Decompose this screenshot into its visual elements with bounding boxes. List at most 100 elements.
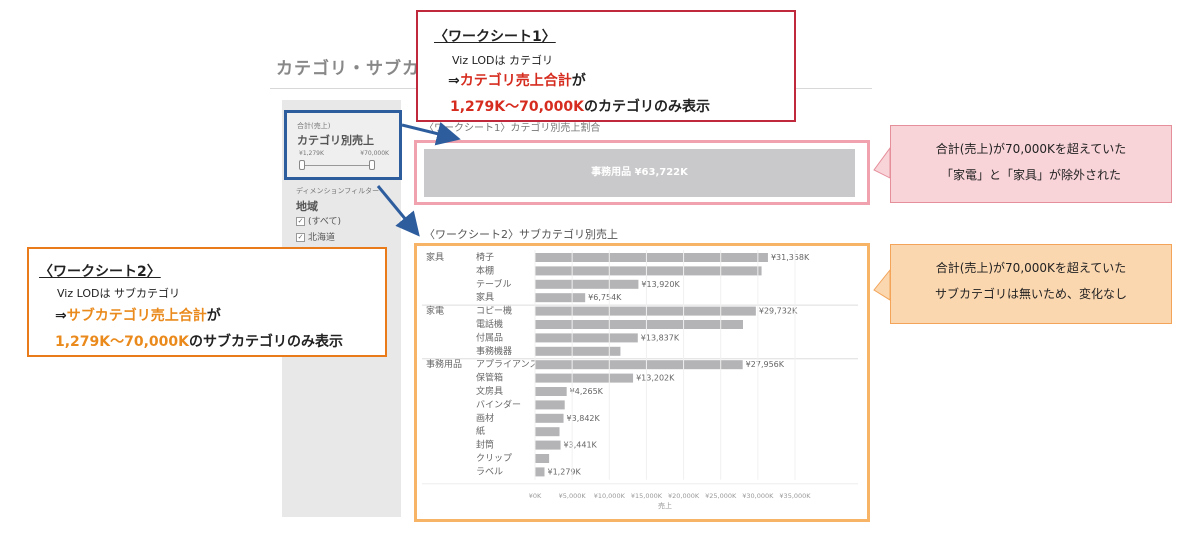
subcategory-label: 文房具 [476,385,503,397]
subcategory-label: 家具 [476,291,494,303]
note1-line2: 「家電」と「家具」が除外された [940,168,1121,182]
range-max-value: ¥70,000K [360,150,389,157]
filter-option-label: (すべて) [308,217,342,227]
worksheet2-callout: 〈ワークシート2〉 Viz LODは サブカテゴリ ⇒サブカテゴリ売上合計が 1… [27,247,387,357]
callout1-particle: が [571,73,586,89]
worksheet1-title: 〈ワークシート1〉カテゴリ別売上割合 [424,123,601,134]
bar[interactable] [535,333,638,343]
subcategory-label: クリップ [476,453,512,464]
callout1-heading: 〈ワークシート1〉 [434,29,556,45]
callout2-particle: が [206,308,221,324]
data-label: ¥29,732K [759,307,798,316]
data-label: ¥27,956K [746,360,785,369]
callout2-range-suffix: のサブカテゴリのみ表示 [189,334,344,350]
bar[interactable] [535,373,634,383]
subcategory-label: テーブル [476,278,511,290]
callout1-range-value: 1,279K～70,000K [450,99,585,115]
data-label: ¥3,441K [564,441,598,450]
bar[interactable] [535,306,756,316]
tick-label: ¥5,000K [559,492,587,500]
tick-label: ¥10,000K [594,492,626,500]
subcategory-label: 封筒 [476,439,494,451]
tick-label: ¥15,000K [631,492,663,500]
bar[interactable] [535,360,743,370]
checkbox-checked-icon[interactable]: ✓ [296,217,305,226]
callout2-range-value: 1,279K～70,000K [55,334,190,350]
arrow-to-worksheet2 [376,185,420,237]
measure-filter-field: 合計(売上) [297,122,331,130]
data-label: ¥3,842K [567,414,601,423]
subcategory-label: 電話機 [476,318,503,330]
bar[interactable] [535,320,743,329]
bar[interactable] [535,427,560,437]
range-slider-min-handle[interactable] [299,160,305,170]
arrow-icon: ⇒ [448,73,460,89]
dimension-filter-title: 地域 [296,200,318,213]
dimension-filter-label: ディメンションフィルター [296,187,380,195]
note-categories-excluded: 合計(売上)が70,000Kを超えていた 「家電」と「家具」が除外された [890,125,1172,203]
subcategory-label: ラベル [476,466,503,477]
bar[interactable] [535,387,567,396]
filter-option-label: 北海道 [308,233,336,243]
subcategory-label: 画材 [476,412,494,424]
checkbox-checked-icon[interactable]: ✓ [296,233,305,242]
range-slider-track[interactable] [301,165,373,166]
note2-line1: 合計(売上)が70,000Kを超えていた [935,261,1127,275]
subcategory-label: バインダー [476,398,521,410]
callout1-range-suffix: のカテゴリのみ表示 [584,99,711,115]
bar[interactable] [535,440,561,450]
range-min-value: ¥1,279K [299,150,324,157]
callout1-range: 1,279K～70,000Kのカテゴリのみ表示 [450,96,710,116]
note1-pointer [873,146,891,179]
callout2-range: 1,279K～70,000Kのサブカテゴリのみ表示 [55,331,343,351]
callout1-measure: カテゴリ売上合計 [459,73,572,89]
worksheet2-title: 〈ワークシート2〉サブカテゴリ別売上 [424,228,618,241]
data-label: ¥13,920K [641,280,680,289]
data-label: ¥13,837K [641,333,680,342]
bar[interactable] [535,346,621,356]
measure-filter-title: カテゴリ別売上 [297,134,374,147]
bar[interactable] [535,266,762,276]
callout1-viz-lod: Viz LODは カテゴリ [452,54,553,67]
category-label: 家電 [426,305,444,317]
filter-option-all[interactable]: ✓ (すべて) [296,214,341,227]
subcategory-label: 紙 [476,425,485,437]
subcategory-label: アプライアンス [476,359,538,370]
subcategory-label: コピー機 [476,305,512,317]
x-axis-label: 売上 [658,501,672,510]
callout2-viz-lod: Viz LODは サブカテゴリ [57,287,180,300]
tick-label: ¥0K [529,492,542,500]
worksheet2-highlight-frame [414,243,870,522]
subcategory-label: 付属品 [476,332,503,343]
bar[interactable] [535,279,639,289]
subcategory-label: 事務機器 [476,345,512,357]
subcategory-label: 本棚 [476,264,494,276]
data-label: ¥4,265K [570,387,604,396]
tick-label: ¥20,000K [668,492,700,500]
bar[interactable] [535,253,768,262]
bar[interactable] [535,413,564,423]
dashboard-title: カテゴリ・サブカ [276,59,420,79]
note2-line2: サブカテゴリは無いため、変化なし [934,287,1127,301]
subcategory-label: 椅子 [476,251,494,263]
measure-filter-card[interactable]: 合計(売上) カテゴリ別売上 ¥1,279K ¥70,000K [284,110,402,180]
callout2-condition: ⇒サブカテゴリ売上合計が [55,305,221,325]
note-no-change: 合計(売上)が70,000Kを超えていた サブカテゴリは無いため、変化なし [890,244,1172,324]
worksheet1-callout: 〈ワークシート1〉 Viz LODは カテゴリ ⇒カテゴリ売上合計が 1,279… [416,10,796,122]
bar[interactable] [535,454,550,463]
arrow-to-worksheet1 [401,122,461,146]
note2-pointer [873,268,891,301]
tick-label: ¥30,000K [742,492,774,500]
bar[interactable] [535,400,565,410]
callout1-condition: ⇒カテゴリ売上合計が [448,70,586,90]
worksheet1-bar[interactable] [424,149,855,197]
arrow-icon: ⇒ [55,308,67,324]
range-slider-max-handle[interactable] [369,160,375,170]
bar[interactable] [535,293,586,303]
tick-label: ¥35,000K [779,492,811,500]
callout2-heading: 〈ワークシート2〉 [39,264,161,280]
data-label: ¥31,358K [771,253,810,262]
bar[interactable] [535,467,545,477]
data-label: ¥1,279K [548,467,582,476]
filter-option-hokkaido[interactable]: ✓ 北海道 [296,230,335,243]
